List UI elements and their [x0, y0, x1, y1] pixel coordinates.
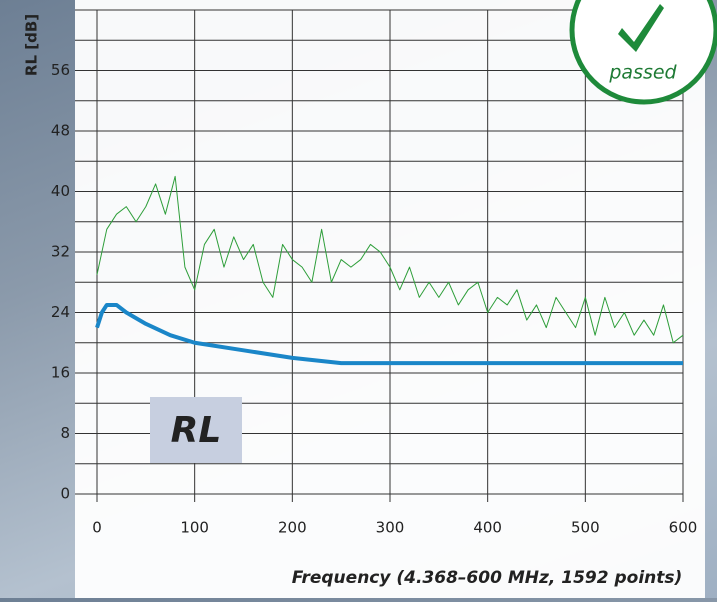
x-axis-label: Frequency (4.368–600 MHz, 1592 points) — [292, 568, 683, 588]
x-tick-label: 200 — [278, 519, 307, 537]
x-tick-label: 400 — [473, 519, 502, 537]
x-tick-label: 0 — [92, 519, 102, 537]
y-axis-label: RL [dB] — [23, 14, 41, 76]
y-tick-label: 8 — [60, 424, 70, 442]
y-tick-label: 24 — [51, 303, 70, 321]
x-tick-label: 300 — [376, 519, 405, 537]
y-tick-label: 0 — [60, 485, 70, 503]
y-tick-label: 16 — [51, 364, 70, 382]
chart: 0 8 16 24 32 40 48 56 0 100 200 300 400 500 600 RL RL … — [0, 0, 717, 598]
annotation: RL — [171, 410, 222, 451]
x-tick-label: 100 — [180, 519, 209, 537]
x-tick-label: 500 — [571, 519, 600, 537]
y-tick-label: 56 — [51, 61, 70, 79]
badge-text: passed — [608, 62, 677, 84]
y-tick-label: 32 — [51, 243, 70, 261]
y-tick-label: 40 — [51, 182, 70, 200]
y-tick-label: 48 — [51, 122, 70, 140]
x-tick-label: 600 — [669, 519, 698, 537]
